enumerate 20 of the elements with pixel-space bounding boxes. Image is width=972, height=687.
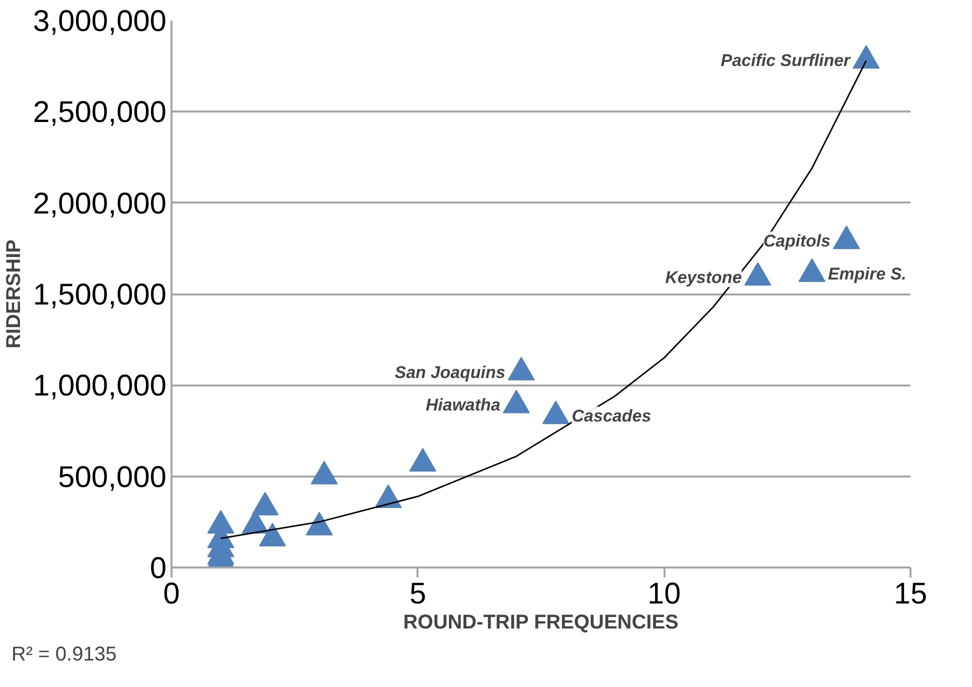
x-tick-label: 5 — [409, 578, 426, 610]
x-axis-title: ROUND-TRIP FREQUENCIES — [403, 612, 678, 634]
text: R² = 0.9135 — [12, 644, 117, 666]
annotation: Cascades — [572, 406, 652, 426]
x-tick-label: 10 — [647, 578, 681, 610]
annotation: Capitols — [763, 232, 830, 251]
y-tick-label: 500,000 — [58, 460, 167, 494]
x-tick-label: 15 — [894, 578, 928, 610]
y-tick-label: 2,500,000 — [33, 96, 167, 130]
y-axis-title: RIDERSHIP — [3, 240, 26, 348]
y-tick-label: 0 — [150, 552, 167, 585]
annotation: Keystone — [665, 268, 742, 288]
y-tick-label: 1,500,000 — [33, 278, 167, 312]
y-tick-label: 3,000,000 — [33, 5, 167, 38]
y-tick-label: 1,000,000 — [33, 370, 167, 403]
annotation: Pacific Surfliner — [720, 51, 852, 70]
annotation: Hiawatha — [426, 396, 500, 415]
annotation: Empire S. — [828, 264, 906, 284]
annotation: San Joaquins — [394, 362, 506, 382]
y-tick-label: 2,000,000 — [33, 187, 167, 220]
